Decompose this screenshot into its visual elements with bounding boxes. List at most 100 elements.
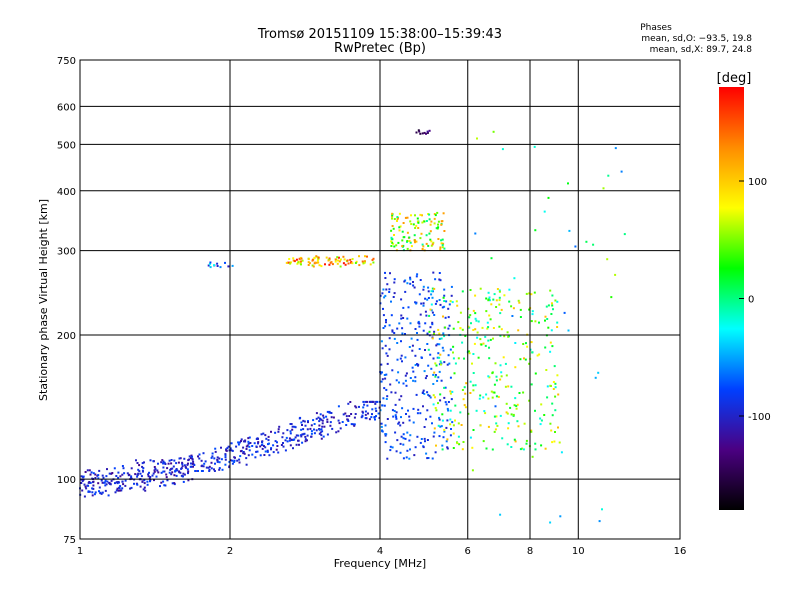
echo-point: [438, 418, 441, 421]
echo-point: [334, 260, 337, 263]
echo-point: [133, 482, 135, 485]
echo-point: [382, 327, 385, 329]
echo-point: [477, 356, 480, 359]
echo-point: [388, 348, 391, 351]
echo-point: [105, 475, 108, 478]
echo-point: [449, 390, 452, 393]
echo-point: [89, 481, 92, 484]
echo-point: [171, 471, 174, 474]
echo-point: [189, 457, 192, 459]
echo-point: [233, 461, 236, 463]
echo-point: [179, 471, 182, 474]
echo-point: [377, 412, 380, 415]
echo-point: [188, 455, 191, 458]
echo-point: [602, 187, 605, 190]
echo-point: [410, 214, 412, 217]
echo-point: [432, 357, 435, 360]
echo-point: [409, 241, 412, 244]
echo-point: [386, 418, 389, 420]
echo-point: [397, 422, 400, 425]
echo-point: [429, 238, 432, 241]
echo-point: [274, 431, 277, 434]
echo-point: [330, 416, 333, 419]
echo-point: [475, 319, 478, 322]
echo-point: [214, 450, 217, 453]
echo-point: [433, 431, 436, 434]
echo-point: [290, 261, 292, 264]
echo-point: [83, 483, 86, 486]
echo-point: [247, 437, 250, 440]
echo-point: [322, 416, 325, 419]
echo-point: [449, 434, 452, 437]
echo-point: [156, 469, 159, 472]
echo-point: [98, 469, 101, 472]
echo-point: [476, 137, 478, 140]
echo-point: [315, 255, 318, 258]
echo-point: [91, 494, 94, 497]
echo-point: [409, 448, 411, 451]
echo-point: [568, 229, 571, 232]
echo-point: [94, 477, 97, 479]
echo-point: [157, 462, 159, 465]
echo-point: [513, 404, 516, 407]
chart-title: Tromsø 20151109 15:38:00–15:39:43: [257, 27, 502, 42]
echo-point: [549, 422, 552, 425]
echo-point: [472, 389, 475, 392]
echo-point: [104, 484, 107, 487]
echo-point: [229, 459, 232, 462]
echo-point: [550, 313, 553, 315]
echo-point: [98, 490, 100, 493]
echo-point: [422, 446, 425, 449]
echo-point: [401, 239, 404, 242]
echo-point: [429, 223, 432, 226]
echo-point: [148, 477, 151, 480]
echo-point: [534, 442, 537, 445]
echo-point: [187, 470, 190, 473]
echo-point: [100, 492, 103, 495]
echo-point: [510, 413, 513, 416]
echo-point: [531, 310, 534, 313]
echo-point: [310, 424, 313, 427]
echo-point: [441, 444, 444, 447]
echo-point: [472, 329, 475, 331]
echo-point: [493, 383, 496, 386]
echo-point: [409, 434, 412, 437]
echo-point: [449, 392, 452, 395]
echo-point: [428, 232, 431, 235]
echo-point: [469, 314, 472, 317]
echo-point: [467, 412, 470, 415]
echo-point: [226, 447, 229, 450]
echo-point: [122, 483, 125, 486]
echo-point: [262, 445, 265, 447]
echo-point: [162, 466, 165, 469]
echo-point: [499, 364, 502, 367]
echo-point: [395, 416, 398, 418]
echo-point: [451, 421, 454, 424]
echo-point: [326, 410, 329, 413]
echo-point: [431, 296, 434, 299]
echo-point: [462, 441, 465, 443]
echo-point: [395, 450, 398, 453]
echo-point: [467, 325, 470, 328]
echo-point: [202, 452, 205, 455]
echo-point: [116, 487, 119, 490]
echo-point: [160, 471, 163, 474]
echo-points: [79, 129, 626, 524]
echo-point: [403, 280, 406, 283]
echo-point: [162, 470, 165, 473]
echo-point: [386, 354, 389, 357]
echo-point: [398, 212, 401, 215]
echo-point: [449, 418, 452, 421]
echo-point: [517, 425, 520, 428]
echo-point: [396, 216, 399, 219]
echo-point: [445, 440, 448, 443]
echo-point: [433, 371, 436, 374]
echo-point: [426, 130, 429, 133]
echo-point: [137, 472, 140, 475]
echo-point: [216, 460, 219, 463]
echo-point: [420, 356, 423, 359]
echo-point: [80, 482, 83, 484]
echo-point: [417, 408, 420, 411]
echo-point: [484, 344, 487, 347]
echo-point: [353, 424, 356, 427]
